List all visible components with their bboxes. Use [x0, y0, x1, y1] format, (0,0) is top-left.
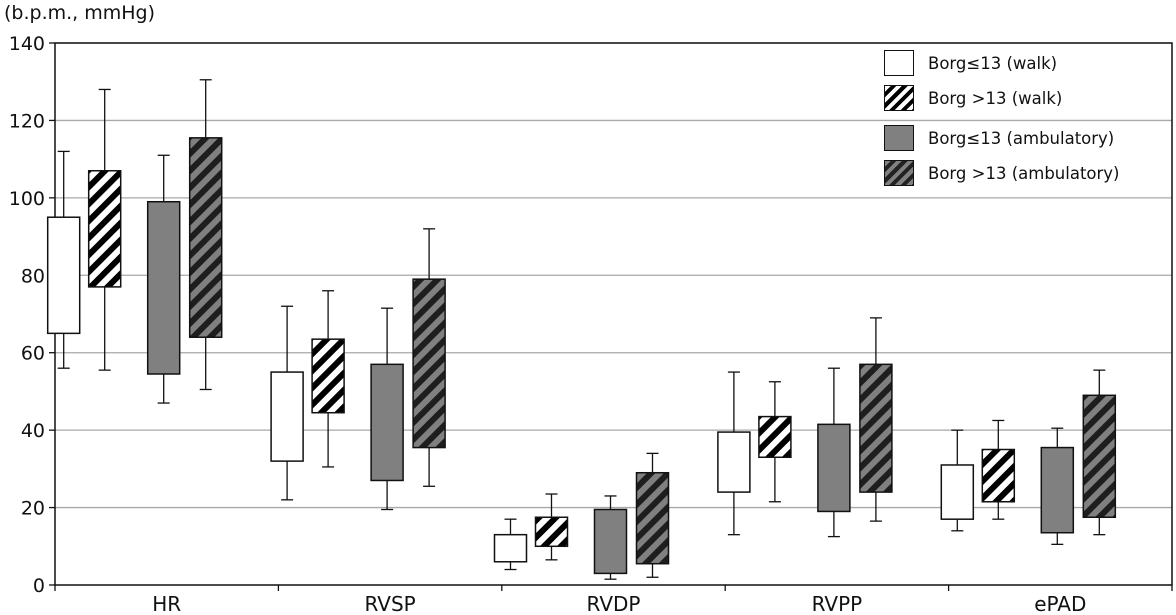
box-rvpp-series-2: [817, 367, 851, 538]
box: [635, 471, 670, 565]
box: [593, 508, 628, 575]
box-hr-series-2: [146, 154, 181, 404]
box-hr-series-3: [188, 79, 223, 391]
box: [188, 137, 223, 338]
legend-label: Borg >13 (walk): [928, 88, 1063, 108]
x-tick-label-rvpp: RVPP: [812, 592, 863, 615]
box-rvdp-series-3: [635, 452, 670, 578]
axes: 0 20 40 60 80 100 120 140 HR RVSP RVDP RVPP ePAD: [9, 33, 1173, 615]
box-rvpp-series-1: [758, 381, 792, 503]
box-rvdp-series-0: [493, 518, 528, 571]
legend-swatch-hatched-white: [884, 85, 914, 111]
box-epad-series-3: [1082, 369, 1117, 536]
y-tick-label: 0: [33, 575, 45, 597]
y-tick-label: 40: [21, 420, 45, 442]
box: [817, 423, 851, 513]
box: [370, 363, 404, 482]
box-hr-series-0: [46, 150, 81, 369]
box-plots: [46, 79, 1117, 580]
box: [493, 533, 528, 563]
y-axis-unit-label: (b.p.m., mmHg): [4, 2, 156, 24]
legend-item-borg-le13-walk: Borg≤13 (walk): [884, 48, 1057, 78]
legend-item-borg-gt13-walk: Borg >13 (walk): [884, 83, 1062, 113]
y-tick-label: 140: [9, 33, 45, 55]
x-tick-label-rvdp: RVDP: [587, 592, 641, 615]
box: [1040, 446, 1075, 534]
box: [270, 371, 304, 462]
legend-item-borg-gt13-ambulatory: Borg >13 (ambulatory): [884, 158, 1120, 188]
legend-label: Borg >13 (ambulatory): [928, 163, 1120, 183]
box-rvsp-series-0: [270, 305, 304, 501]
box: [46, 216, 81, 335]
x-tick-label-hr: HR: [152, 592, 181, 615]
y-tick-label: 80: [21, 265, 45, 287]
box: [1082, 394, 1117, 518]
box: [146, 200, 181, 375]
legend-item-borg-le13-ambulatory: Borg≤13 (ambulatory): [884, 123, 1114, 153]
box-rvdp-series-2: [593, 495, 628, 580]
legend-swatch-white: [884, 50, 914, 76]
legend-swatch-gray: [884, 125, 914, 151]
box: [717, 431, 751, 493]
box: [981, 448, 1016, 503]
legend-label: Borg≤13 (walk): [928, 53, 1058, 73]
box: [87, 170, 122, 288]
y-tick-label: 120: [9, 110, 45, 132]
y-tick-label: 20: [21, 498, 45, 520]
box-rvpp-series-0: [717, 371, 751, 536]
box: [311, 338, 345, 414]
legend-swatch-hatched-gray: [884, 160, 914, 186]
box: [412, 278, 446, 449]
box-epad-series-1: [981, 419, 1016, 520]
x-tick-label-rvsp: RVSP: [364, 592, 415, 615]
box: [758, 415, 792, 458]
x-tick-label-epad: ePAD: [1034, 592, 1086, 615]
box-rvsp-series-1: [311, 290, 345, 468]
box-rvsp-series-2: [370, 307, 404, 511]
legend-label: Borg≤13 (ambulatory): [928, 128, 1115, 148]
box: [940, 464, 975, 520]
box-rvdp-series-1: [534, 493, 569, 561]
box-epad-series-0: [940, 429, 975, 532]
y-tick-label: 100: [9, 188, 45, 210]
box-hr-series-1: [87, 88, 122, 371]
box-rvpp-series-3: [859, 317, 893, 522]
box-rvsp-series-3: [412, 228, 446, 487]
box-epad-series-2: [1040, 427, 1075, 545]
y-tick-label: 60: [21, 343, 45, 365]
box: [534, 516, 569, 548]
box: [859, 363, 893, 493]
